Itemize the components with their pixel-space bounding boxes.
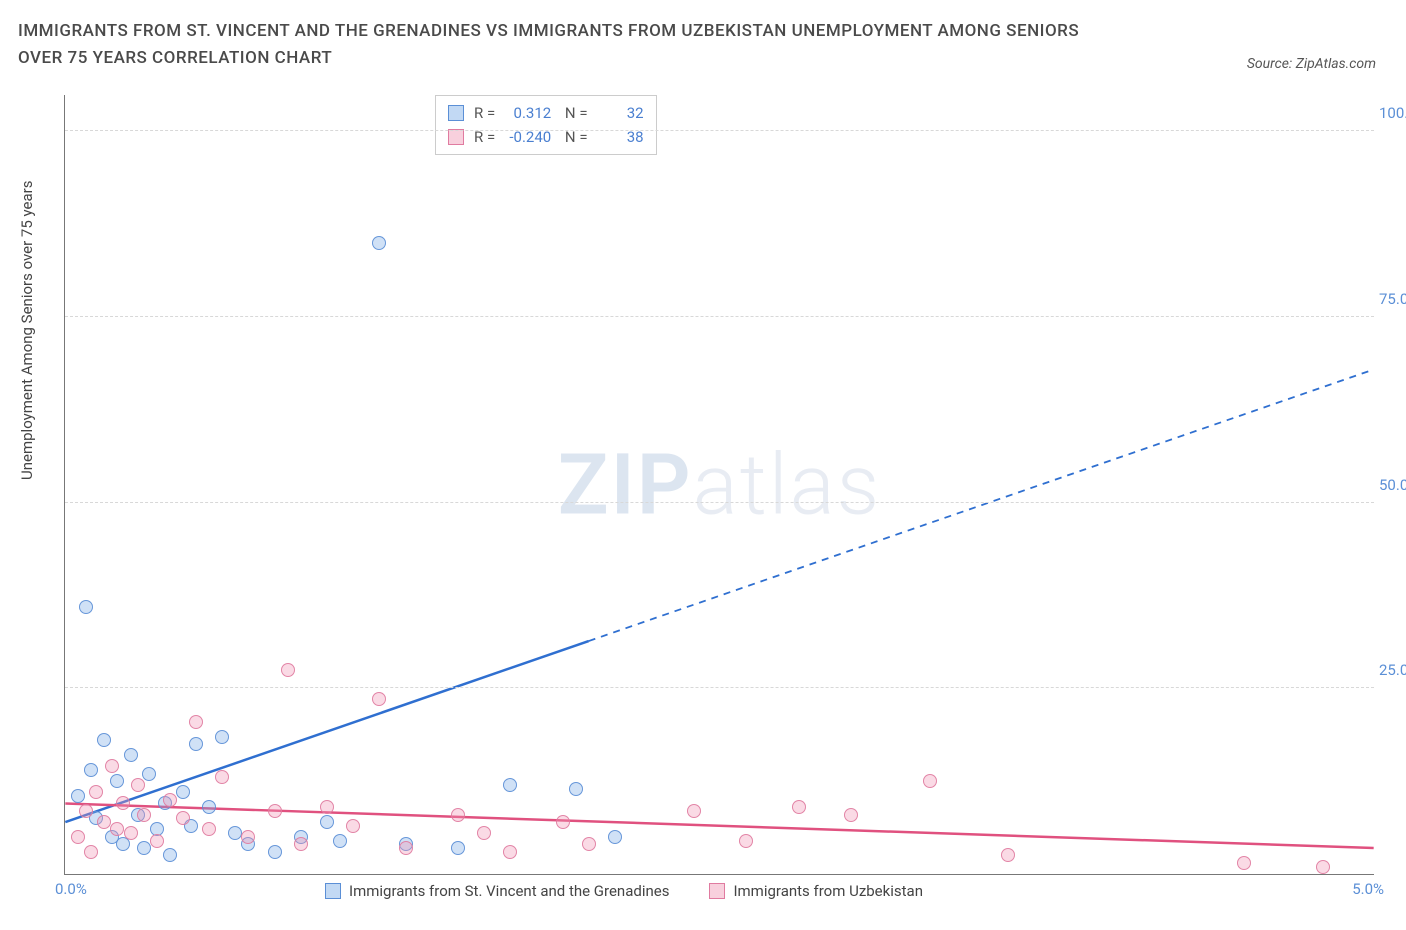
- data-point: [739, 834, 753, 848]
- data-point: [399, 841, 413, 855]
- data-point: [124, 826, 138, 840]
- data-point: [333, 834, 347, 848]
- series-legend: Immigrants from St. Vincent and the Gren…: [325, 882, 923, 900]
- data-point: [268, 804, 282, 818]
- y-tick-label: 75.0%: [1379, 290, 1406, 308]
- chart-source: Source: ZipAtlas.com: [1247, 56, 1376, 72]
- data-point: [844, 808, 858, 822]
- data-point: [687, 804, 701, 818]
- data-point: [582, 837, 596, 851]
- data-point: [84, 763, 98, 777]
- x-tick-min: 0.0%: [55, 880, 87, 898]
- gridline: [65, 687, 1374, 688]
- data-point: [97, 815, 111, 829]
- data-point: [71, 789, 85, 803]
- scatter-chart: ZIPatlas R = 0.312 N = 32 R = -0.240 N =…: [64, 95, 1374, 875]
- data-point: [137, 808, 151, 822]
- data-point: [281, 663, 295, 677]
- swatch-pink: [448, 129, 464, 145]
- data-point: [215, 730, 229, 744]
- data-point: [110, 774, 124, 788]
- data-point: [97, 733, 111, 747]
- gridline: [65, 316, 1374, 317]
- chart-header: IMMIGRANTS FROM ST. VINCENT AND THE GREN…: [0, 0, 1406, 82]
- data-point: [451, 841, 465, 855]
- data-point: [503, 778, 517, 792]
- trend-line-solid: [65, 804, 1373, 849]
- chart-title: IMMIGRANTS FROM ST. VINCENT AND THE GREN…: [18, 18, 1118, 72]
- data-point: [346, 819, 360, 833]
- data-point: [1001, 848, 1015, 862]
- data-point: [137, 841, 151, 855]
- watermark: ZIPatlas: [558, 435, 881, 534]
- data-point: [608, 830, 622, 844]
- data-point: [79, 600, 93, 614]
- trend-line-dashed: [589, 370, 1374, 642]
- data-point: [268, 845, 282, 859]
- data-point: [241, 830, 255, 844]
- data-point: [792, 800, 806, 814]
- y-axis-label: Unemployment Among Seniors over 75 years: [18, 181, 36, 480]
- x-tick-max: 5.0%: [1352, 880, 1384, 898]
- data-point: [556, 815, 570, 829]
- y-tick-label: 25.0%: [1379, 661, 1406, 679]
- swatch-pink: [709, 883, 725, 899]
- data-point: [176, 785, 190, 799]
- data-point: [105, 759, 119, 773]
- data-point: [503, 845, 517, 859]
- trend-line-solid: [65, 641, 588, 822]
- data-point: [202, 822, 216, 836]
- correlation-legend: R = 0.312 N = 32 R = -0.240 N = 38: [435, 95, 657, 155]
- y-tick-label: 100.0%: [1379, 104, 1406, 122]
- data-point: [131, 778, 145, 792]
- data-point: [176, 811, 190, 825]
- legend-item-2: Immigrants from Uzbekistan: [709, 882, 923, 900]
- data-point: [569, 782, 583, 796]
- data-point: [451, 808, 465, 822]
- data-point: [320, 815, 334, 829]
- trend-lines: [65, 95, 1374, 874]
- data-point: [71, 830, 85, 844]
- data-point: [163, 793, 177, 807]
- gridline: [65, 502, 1374, 503]
- data-point: [89, 785, 103, 799]
- data-point: [320, 800, 334, 814]
- data-point: [202, 800, 216, 814]
- data-point: [477, 826, 491, 840]
- data-point: [189, 737, 203, 751]
- swatch-blue: [325, 883, 341, 899]
- data-point: [110, 822, 124, 836]
- data-point: [923, 774, 937, 788]
- data-point: [189, 715, 203, 729]
- data-point: [163, 848, 177, 862]
- data-point: [215, 770, 229, 784]
- data-point: [1316, 860, 1330, 874]
- swatch-blue: [448, 105, 464, 121]
- legend-item-1: Immigrants from St. Vincent and the Gren…: [325, 882, 669, 900]
- legend-row-series-1: R = 0.312 N = 32: [448, 101, 644, 125]
- data-point: [142, 767, 156, 781]
- y-tick-label: 50.0%: [1379, 476, 1406, 494]
- data-point: [79, 804, 93, 818]
- data-point: [124, 748, 138, 762]
- gridline: [65, 130, 1374, 131]
- data-point: [150, 834, 164, 848]
- data-point: [372, 692, 386, 706]
- data-point: [116, 796, 130, 810]
- data-point: [1237, 856, 1251, 870]
- data-point: [294, 837, 308, 851]
- data-point: [228, 826, 242, 840]
- legend-row-series-2: R = -0.240 N = 38: [448, 125, 644, 149]
- data-point: [84, 845, 98, 859]
- data-point: [372, 236, 386, 250]
